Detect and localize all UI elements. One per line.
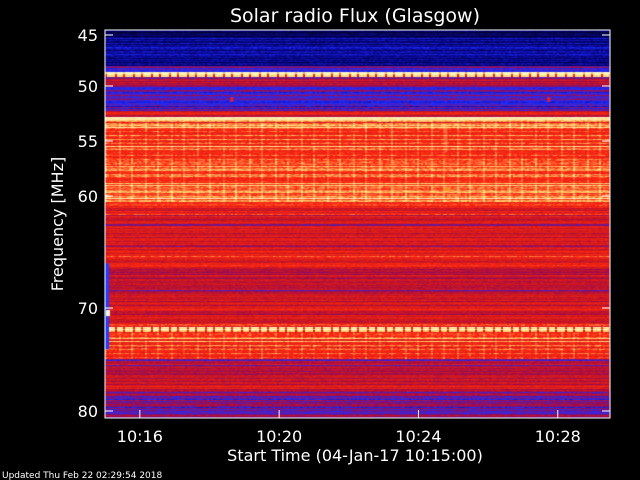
y-tick-label: 70 — [78, 299, 98, 318]
x-tick-label: 10:20 — [256, 427, 302, 446]
x-tick-label: 10:16 — [117, 427, 163, 446]
updated-timestamp: Updated Thu Feb 22 02:29:54 2018 — [2, 471, 163, 480]
x-axis-label: Start Time (04-Jan-17 10:15:00) — [227, 446, 483, 465]
y-axis-label: Frequency [MHz] — [48, 157, 67, 291]
y-tick-label: 80 — [78, 402, 98, 421]
x-axis: 10:16 10:20 10:24 10:28 — [117, 410, 581, 446]
y-tick-label: 55 — [78, 132, 98, 151]
y-axis: 45 50 55 60 70 80 — [78, 26, 610, 421]
y-tick-label: 50 — [78, 77, 98, 96]
y-tick-label: 60 — [78, 187, 98, 206]
y-tick-label: 45 — [78, 26, 98, 45]
spectrogram-raster — [105, 30, 610, 418]
heatmap-area — [105, 30, 610, 418]
x-tick-label: 10:24 — [395, 427, 441, 446]
chart-title: Solar radio Flux (Glasgow) — [230, 5, 480, 27]
x-tick-label: 10:28 — [535, 427, 581, 446]
plot-frame — [104, 29, 611, 419]
